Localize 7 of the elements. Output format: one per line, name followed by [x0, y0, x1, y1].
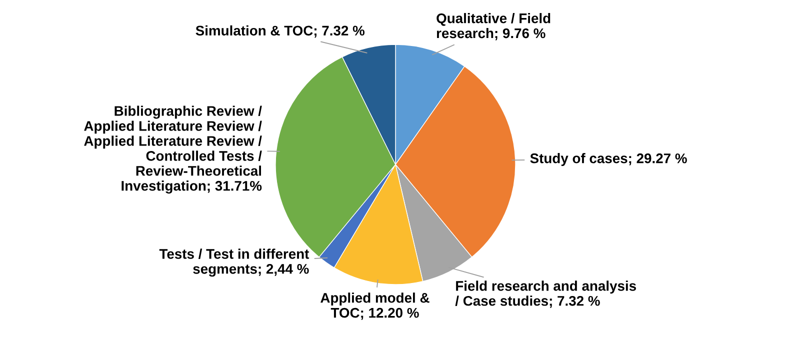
- slice-label: Bibliographic Review / Applied Literature Review / Applied Literature Review / Controlled Tests / Review-Theoretical Investigation; 31.71%: [84, 106, 262, 194]
- slice-label: Qualitative / Field research; 9.76 %: [436, 13, 550, 40]
- slice-label: Tests / Test in different segments; 2,44 %: [159, 248, 310, 277]
- slice-label: Field research and analysis / Case studies; 7.32 %: [455, 280, 636, 308]
- slice-label: Simulation & TOC; 7.32 %: [196, 25, 365, 38]
- slice-label: Applied model & TOC; 12.20 %: [320, 292, 430, 320]
- slice-label: Study of cases; 29.27 %: [530, 153, 687, 166]
